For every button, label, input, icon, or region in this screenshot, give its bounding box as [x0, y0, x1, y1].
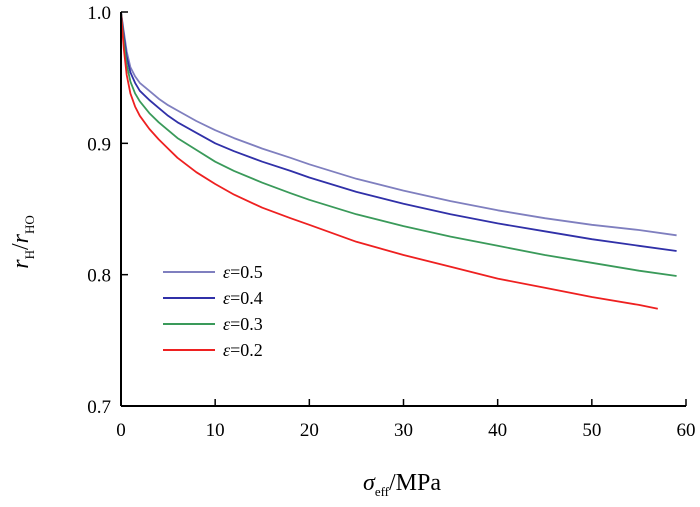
y-tick-label: 0.7 [87, 397, 111, 418]
y-axis-title: rH/rHO [8, 215, 37, 269]
series-line-02 [120, 11, 658, 310]
x-title-sub: eff [375, 484, 390, 499]
legend-label: ε=0.3 [223, 314, 263, 334]
y-tick-label: 0.8 [87, 266, 111, 287]
series-layer [120, 11, 677, 310]
y-title-sub2: HO [22, 215, 37, 234]
legend-epsilon: ε [223, 340, 231, 360]
x-tick-label: 30 [394, 420, 413, 441]
x-tick-label: 60 [677, 420, 696, 441]
legend-value: =0.3 [230, 314, 263, 334]
x-tick-label: 10 [206, 420, 225, 441]
x-title-unit: /MPa [389, 470, 441, 496]
series-line-04 [120, 11, 677, 252]
legend-epsilon: ε [223, 288, 231, 308]
legend-value: =0.4 [230, 288, 263, 308]
legend-epsilon: ε [223, 314, 231, 334]
legend-value: =0.5 [230, 262, 263, 282]
x-title-sigma: σ [363, 470, 376, 496]
legend-label: ε=0.5 [223, 262, 263, 282]
legend-epsilon: ε [223, 262, 231, 282]
x-tick-label: 40 [488, 420, 507, 441]
x-tick-label: 20 [300, 420, 319, 441]
series-line-05 [120, 11, 677, 237]
legend: ε=0.5ε=0.4ε=0.3ε=0.2 [163, 262, 263, 360]
x-tick-label: 0 [116, 420, 126, 441]
y-title-r2: r [8, 233, 34, 243]
x-axis-title: σeff/MPa [363, 470, 441, 499]
legend-value: =0.2 [230, 340, 263, 360]
axes: 0 10 20 30 40 50 60 0.7 0.8 0.9 1.0 [87, 3, 695, 441]
legend-label: ε=0.2 [223, 340, 263, 360]
x-tick-label: 50 [582, 420, 601, 441]
y-ticks: 0.7 0.8 0.9 1.0 [87, 3, 128, 418]
y-title-slash: / [8, 243, 34, 250]
y-tick-label: 0.9 [87, 134, 111, 155]
y-tick-label: 1.0 [87, 3, 111, 24]
series-line-03 [120, 11, 677, 277]
x-ticks: 0 10 20 30 40 50 60 [116, 399, 696, 441]
y-title-sub1: H [22, 250, 37, 259]
y-title-r1: r [8, 259, 34, 269]
legend-label: ε=0.4 [223, 288, 263, 308]
